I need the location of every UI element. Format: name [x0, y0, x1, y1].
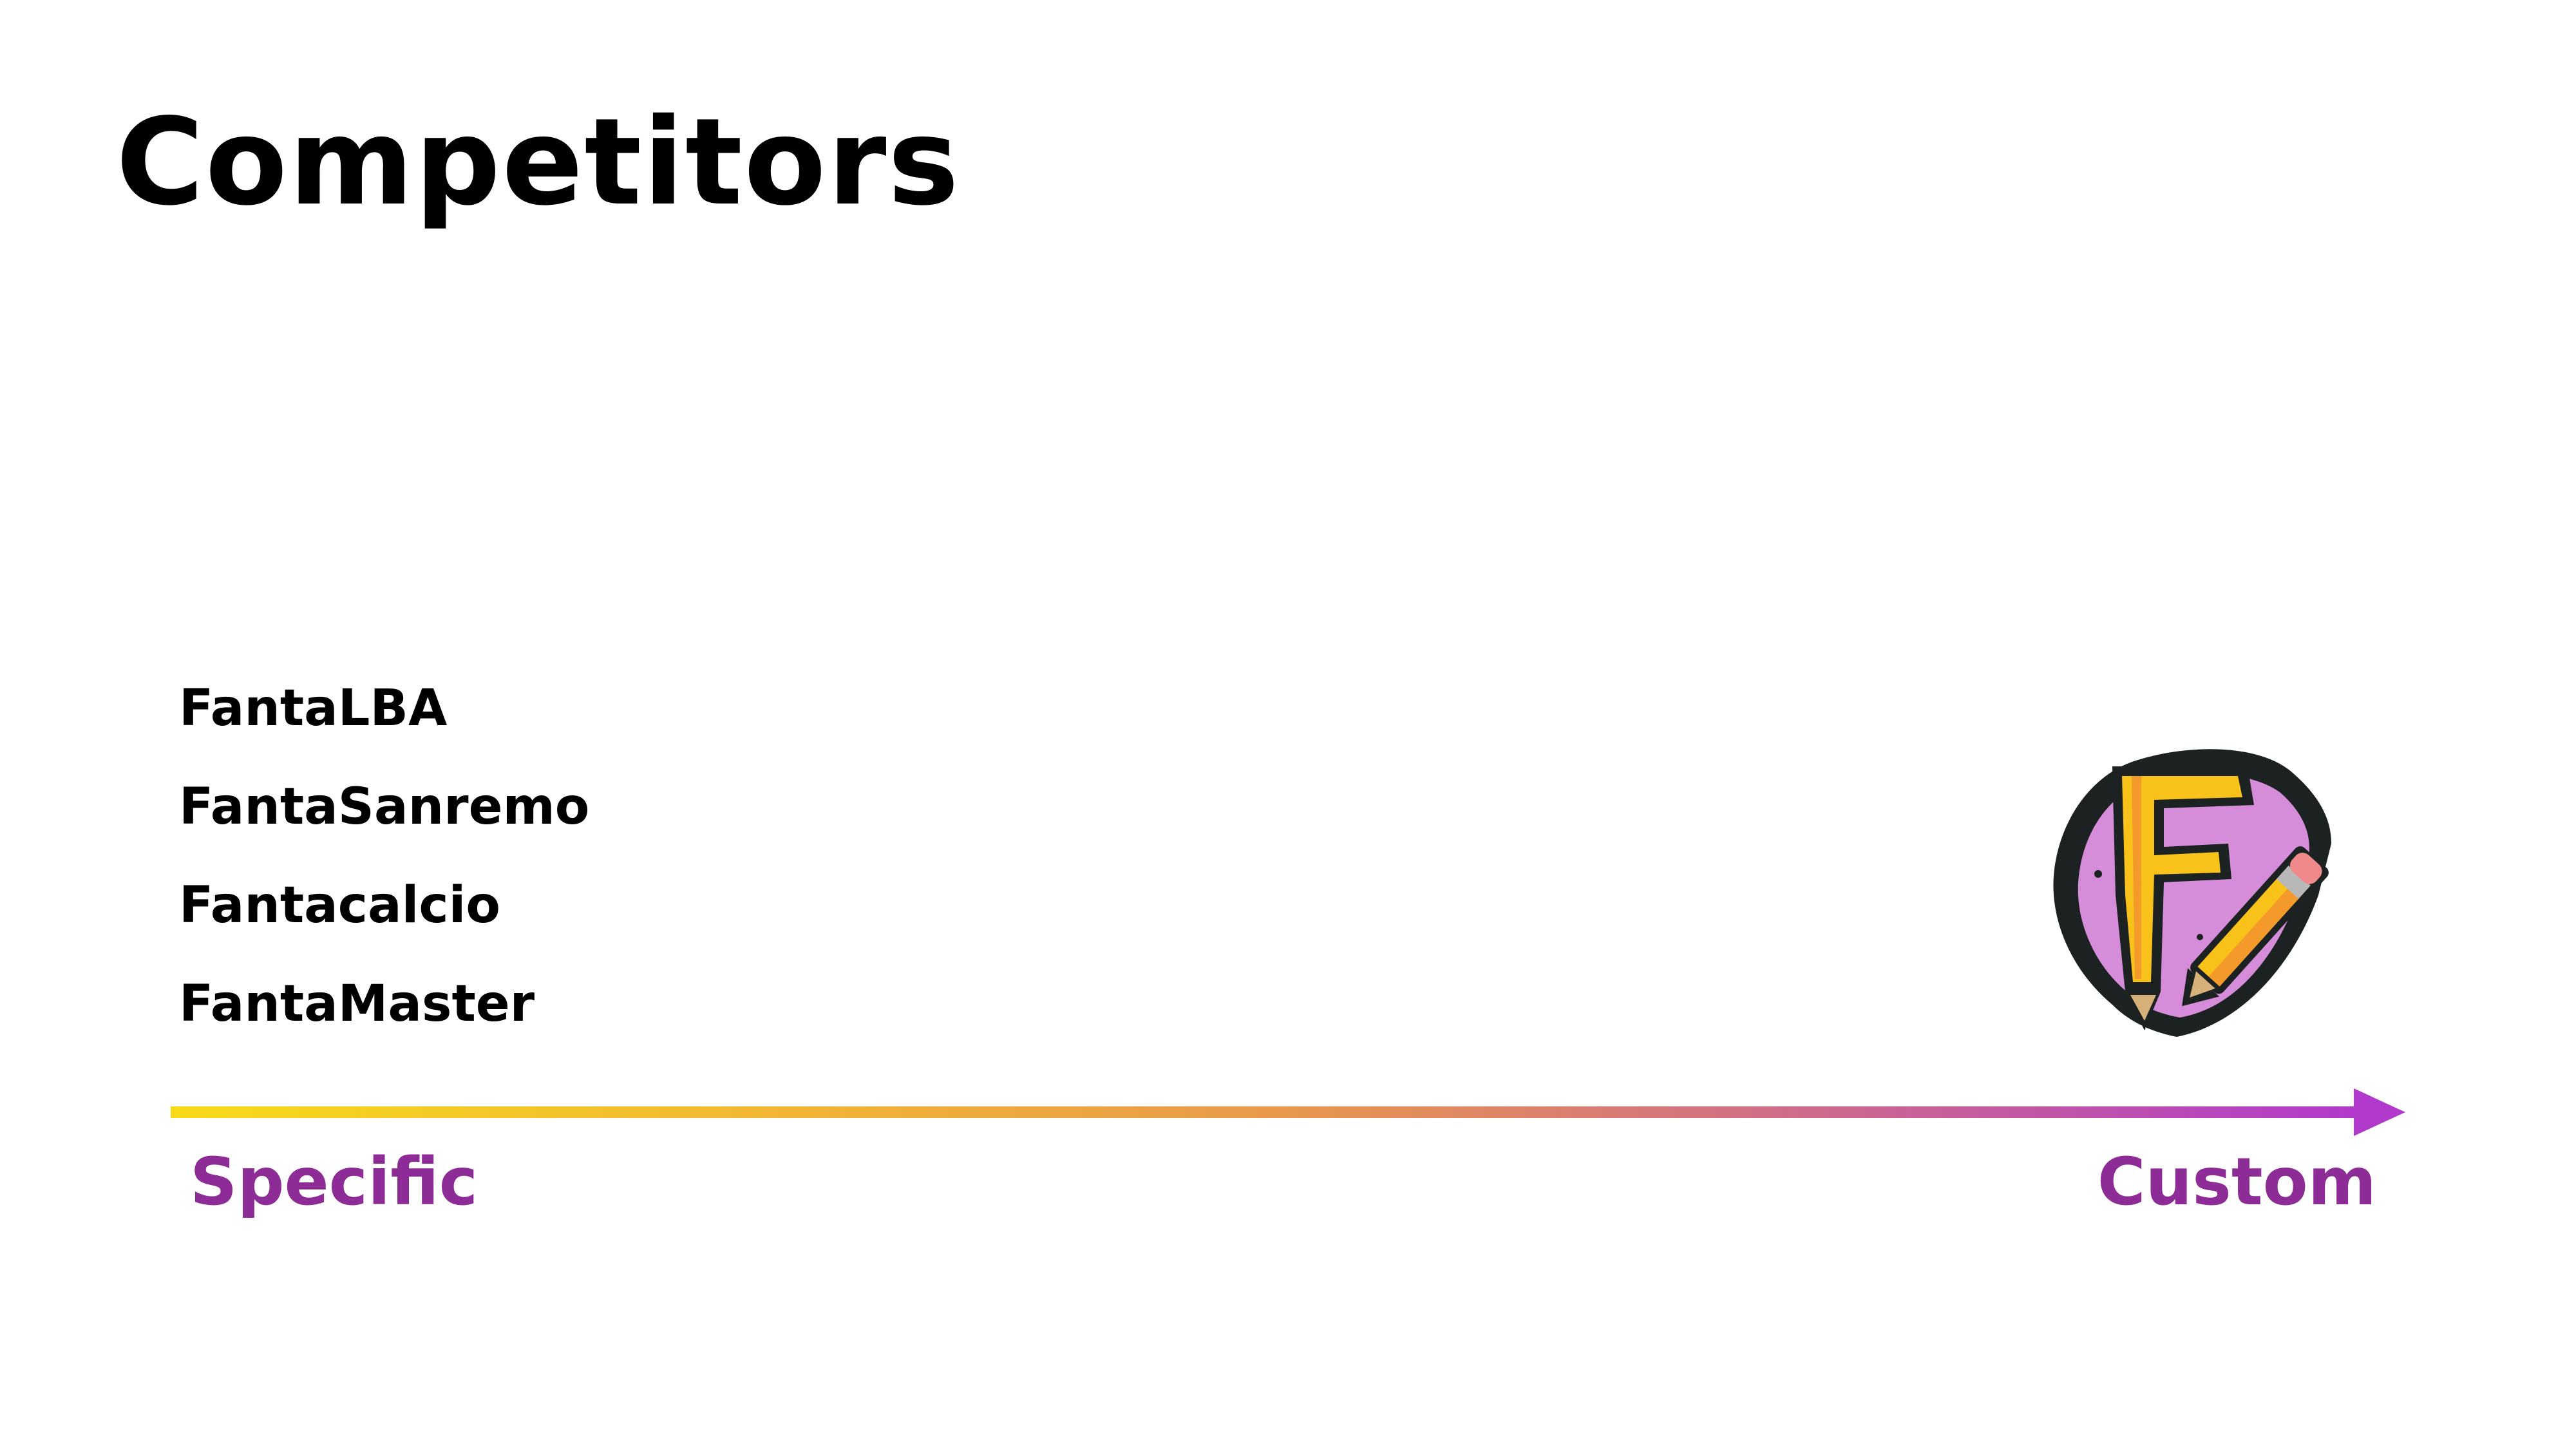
letter-f-shade: [2132, 776, 2141, 979]
letter-f-with-pencil-icon: [2053, 749, 2331, 1037]
competitor-item: FantaSanremo: [179, 778, 590, 836]
badge-dot: [2197, 934, 2203, 940]
axis-label-custom: Custom: [2097, 1144, 2376, 1220]
pencil-icon: [2182, 846, 2329, 1007]
pencil-tip: [2130, 995, 2156, 1021]
competitor-item: FantaMaster: [179, 975, 535, 1033]
letter-f: [2122, 776, 2242, 982]
badge-dot: [2094, 870, 2102, 878]
spectrum-arrow: [171, 1088, 2405, 1136]
page-title: Competitors: [116, 92, 961, 232]
competitor-item: FantaLBA: [179, 679, 448, 737]
arrow-head-icon: [2354, 1088, 2405, 1136]
competitor-list: FantaLBA FantaSanremo Fantacalcio FantaM…: [179, 676, 589, 1070]
axis-label-specific: Specific: [190, 1144, 478, 1220]
competitor-item: Fantacalcio: [179, 876, 500, 934]
spectrum-line: [171, 1106, 2360, 1118]
